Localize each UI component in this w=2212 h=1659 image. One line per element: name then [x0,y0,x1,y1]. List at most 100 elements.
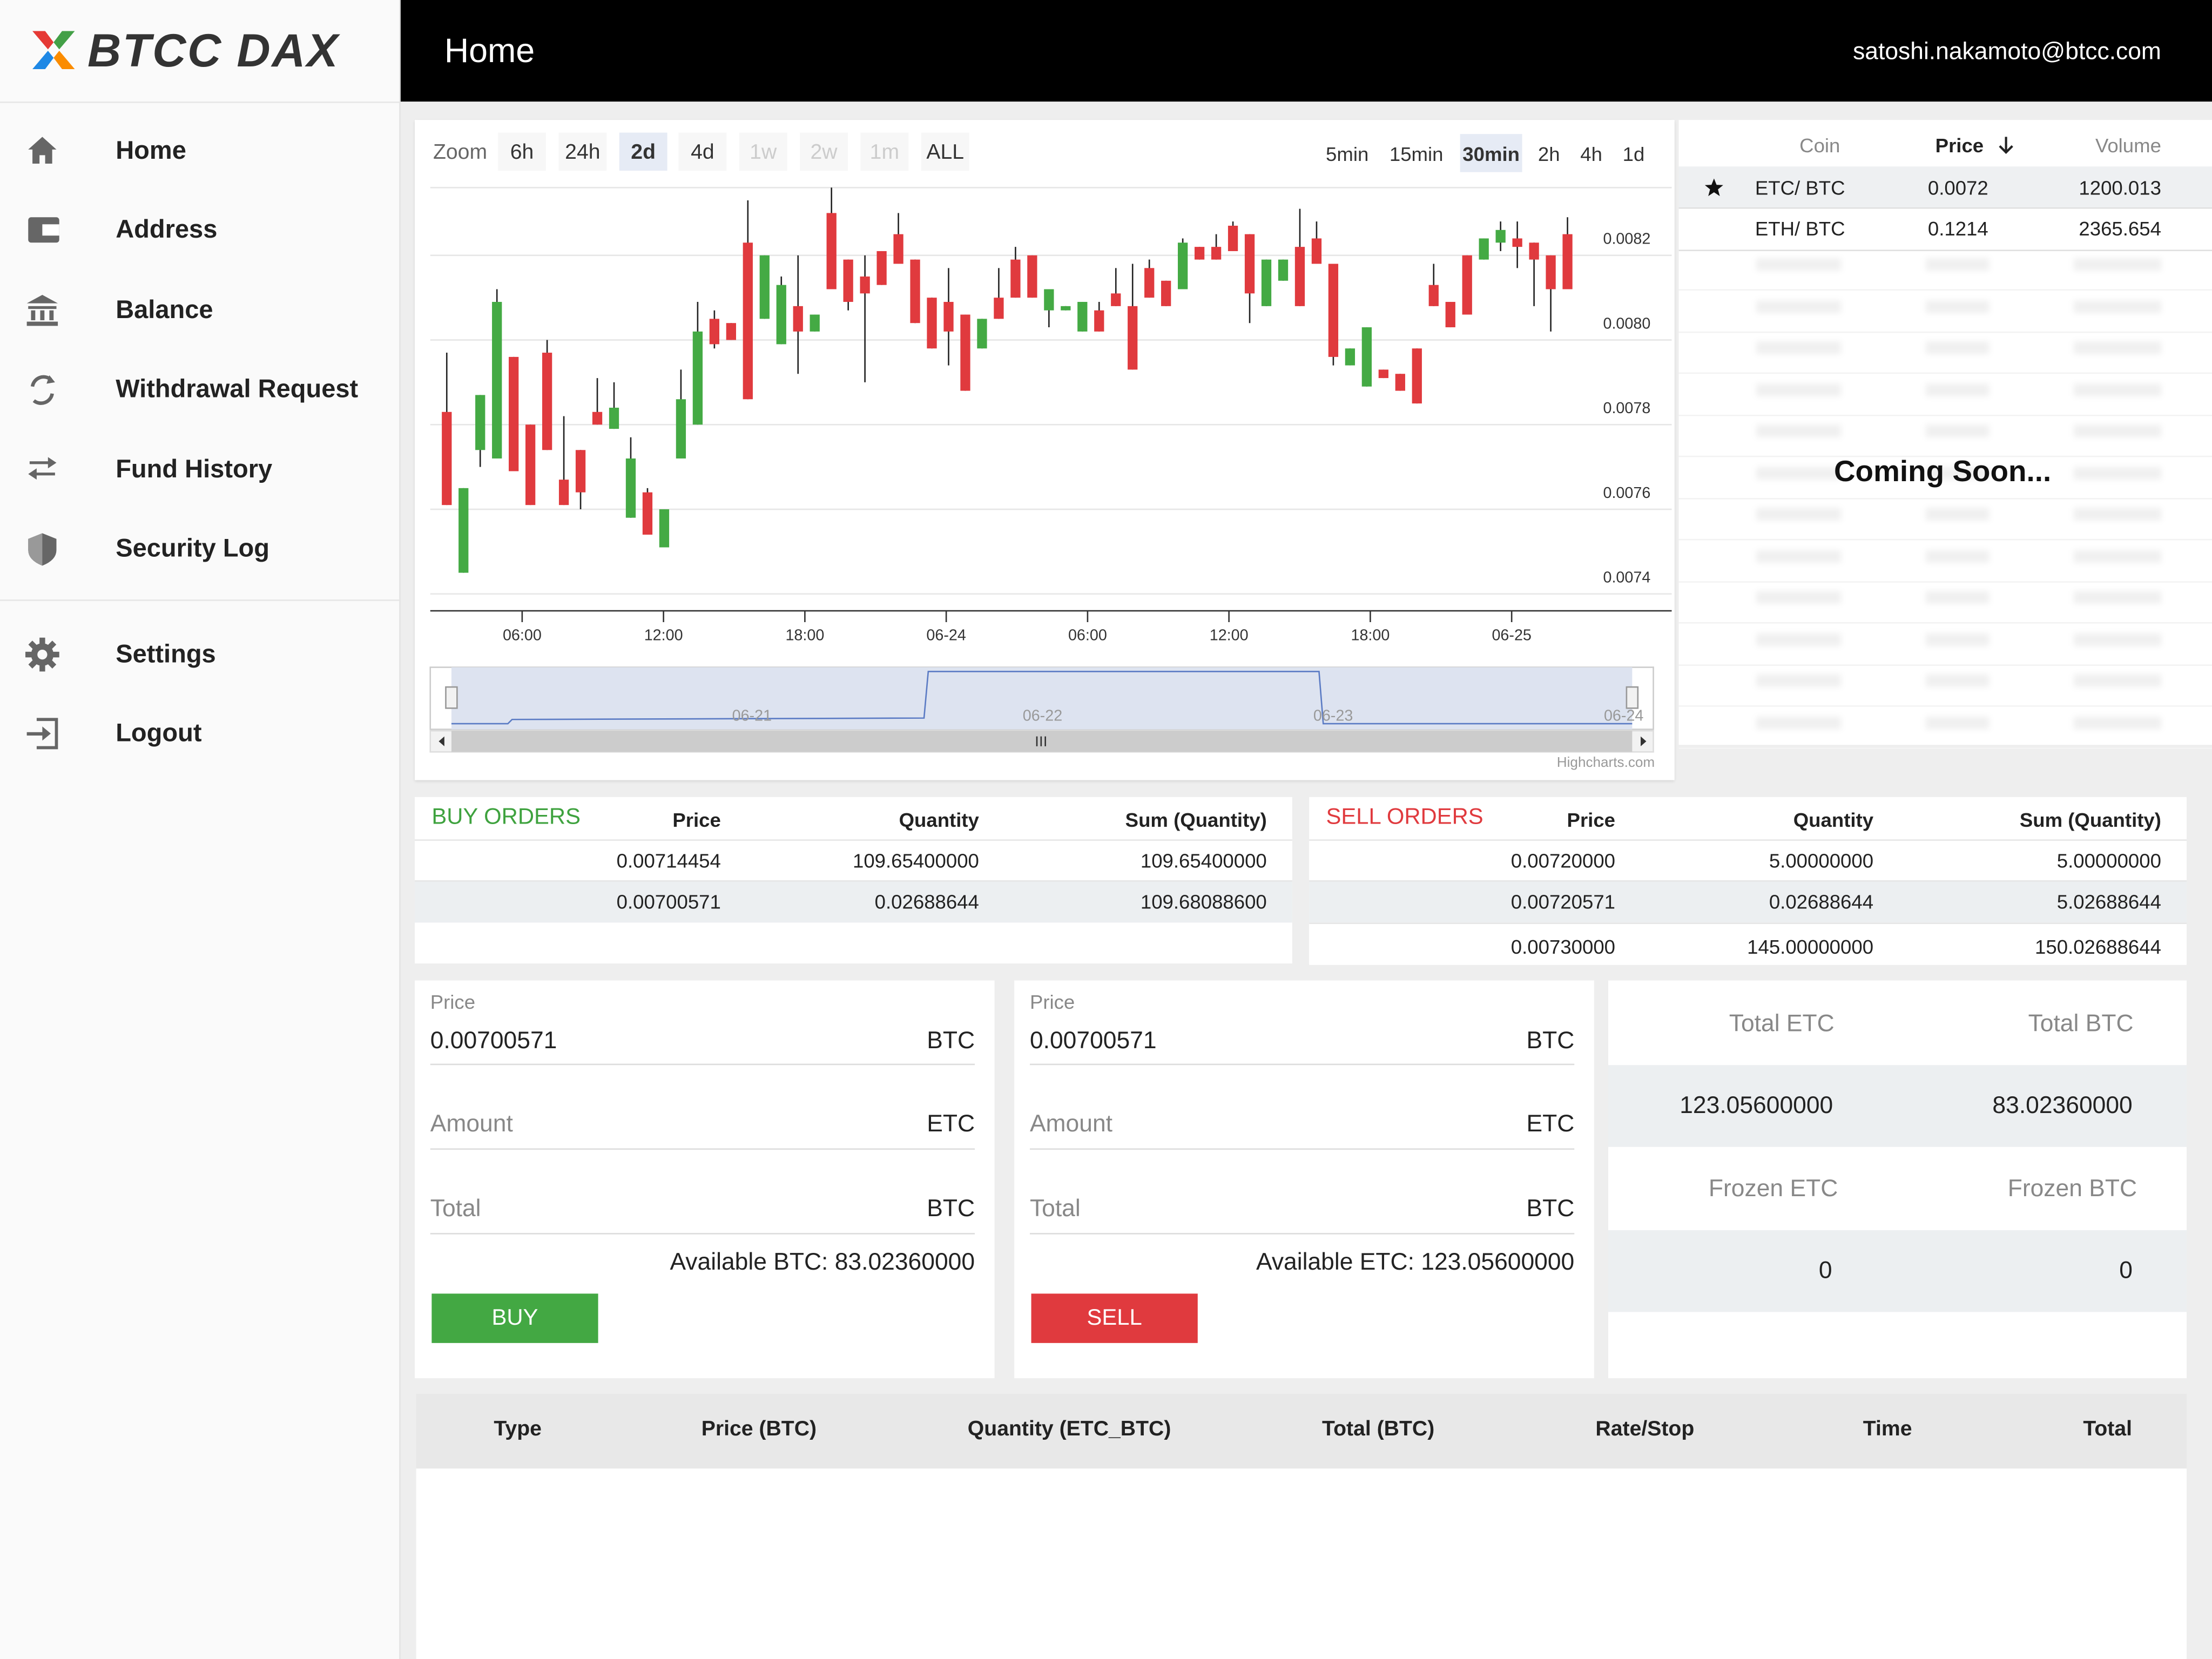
table-header[interactable]: Time [1863,1417,1912,1441]
candle-body [927,298,937,349]
balance-value: 83.02360000 [1992,1091,2133,1119]
zoom-button[interactable] [558,132,607,171]
table-header[interactable]: Rate/Stop [1595,1417,1695,1441]
interval-button[interactable] [1460,134,1522,172]
candle-body [609,407,619,429]
interval-button-label[interactable]: 5min [1326,142,1369,165]
market-row[interactable] [1678,208,2212,251]
user-email[interactable]: satoshi.nakamoto@btcc.com [1853,38,2161,65]
order-book-header: Quantity [1793,808,1874,831]
total-input[interactable]: Total [1029,1195,1081,1222]
order-cell: 145.00000000 [1747,934,1874,957]
navigator-label: 06-24 [1604,707,1643,725]
coming-soon: Coming Soon... [1833,455,2052,488]
order-cell: 0.00714454 [616,849,721,872]
blurred-cell [2074,716,2161,729]
amount-input[interactable]: Amount [1029,1110,1112,1137]
table-header[interactable]: Total (BTC) [1322,1417,1435,1441]
candle-body [592,412,603,425]
order-book-header: Price [672,808,721,831]
order-cell: 0.00700571 [616,891,721,913]
candle-body [1061,306,1071,311]
menu-item[interactable]: Home [116,136,186,165]
x-tick-label: 18:00 [1351,627,1390,644]
x-tick-label: 06-24 [926,627,966,644]
menu-item[interactable]: Security Log [116,534,270,562]
zoom-button-label[interactable]: 2d [631,140,656,165]
zoom-button-label[interactable]: 6h [510,140,534,165]
zoom-button-label[interactable]: 24h [565,140,601,165]
menu-item[interactable]: Withdrawal Request [116,375,359,403]
interval-button-label[interactable]: 30min [1462,142,1520,165]
interval-button-label[interactable]: 4h [1580,142,1602,165]
navigator-label: 06-23 [1313,707,1353,725]
trade-button[interactable] [431,1293,598,1343]
scrollbar-arrow-left[interactable] [439,736,444,746]
blurred-cell [2074,549,2161,562]
navigator-handle[interactable] [445,686,458,709]
price-input[interactable]: 0.00700571 [1029,1027,1157,1054]
candle-body [726,323,736,340]
favorite-star[interactable] [1704,177,1724,197]
order-row [415,880,1292,923]
market-header[interactable]: Volume [2095,134,2161,157]
table-header[interactable]: Price (BTC) [701,1417,817,1441]
menu-item[interactable]: Fund History [116,454,273,483]
amount-input[interactable]: Amount [430,1110,513,1137]
candle-body [1294,247,1305,306]
candle-body [1244,234,1255,294]
row-line [1678,289,2212,291]
zoom-button[interactable] [739,132,787,171]
market-header[interactable]: Coin [1799,134,1840,157]
menu-item[interactable]: Settings [116,639,216,668]
row-line [1678,372,2212,374]
zoom-button[interactable] [921,132,969,171]
zoom-button-label[interactable]: 1m [869,140,900,165]
candle-body [709,319,720,345]
zoom-button[interactable] [678,132,727,171]
price-input[interactable]: 0.00700571 [430,1027,557,1054]
zoom-button[interactable] [619,132,667,171]
total-input[interactable]: Total [430,1195,481,1222]
menu-item[interactable]: Logout [116,719,202,748]
zoom-button[interactable] [800,132,848,171]
candle-body [793,306,803,332]
table-header[interactable]: Type [494,1417,542,1441]
zoom-button-label[interactable]: 2w [810,140,838,165]
order-row [1309,839,2187,882]
candle-body [1194,247,1205,260]
table-header[interactable]: Total [2083,1417,2133,1441]
candle-body [1128,306,1138,370]
row-line [1678,580,2212,582]
candle-body [826,213,837,289]
trade-button-label[interactable]: SELL [1087,1306,1142,1331]
market-header[interactable]: Price [1935,134,1984,157]
candle-body [1328,264,1339,357]
trade-button[interactable] [1031,1293,1198,1343]
menu-item[interactable]: Address [116,215,218,244]
zoom-button[interactable] [860,132,909,171]
interval-button-label[interactable]: 2h [1537,142,1560,165]
navigator-handle[interactable] [1626,686,1639,709]
market-price: 0.1214 [1927,217,1988,240]
zoom-button-label[interactable]: ALL [926,140,965,165]
candle-body [943,302,954,332]
scrollbar-arrow-right[interactable] [1641,736,1647,746]
order-row [415,839,1292,882]
table-header[interactable]: Quantity (ETC_BTC) [967,1417,1171,1441]
balance-value: 0 [1818,1257,1832,1284]
home-icon [28,137,57,164]
interval-button-label[interactable]: 15min [1389,142,1444,165]
interval-button-label[interactable]: 1d [1622,142,1645,165]
trade-button-label[interactable]: BUY [491,1306,538,1331]
zoom-button-label[interactable]: 1w [750,140,777,165]
zoom-button-label[interactable]: 4d [691,140,714,165]
blurred-cell [1925,300,1990,313]
market-row[interactable] [1678,166,2212,209]
order-book-header: Price [1567,808,1616,831]
candle-body [759,255,770,319]
candle-body [1094,310,1104,332]
menu-item[interactable]: Balance [116,295,213,323]
zoom-button[interactable] [498,132,546,171]
order-cell: 5.00000000 [1769,849,1874,872]
